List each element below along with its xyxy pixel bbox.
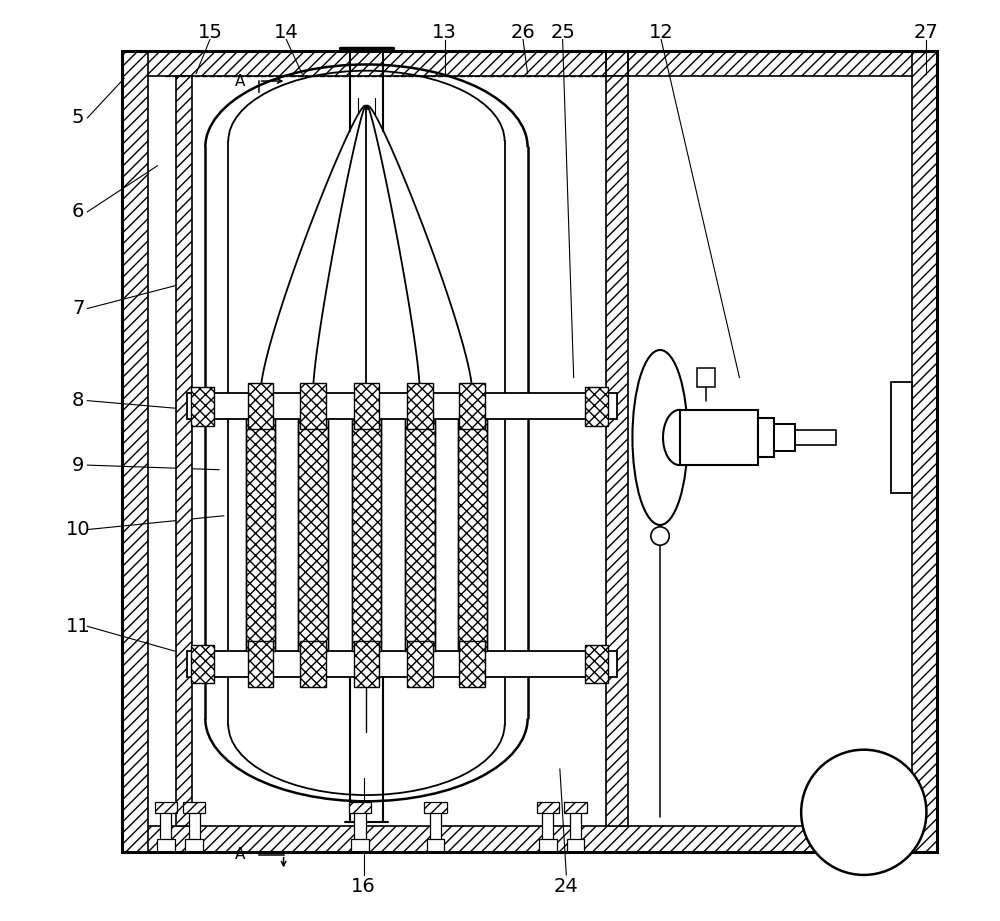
Bar [248, 383, 273, 429]
Bar [183, 802, 205, 813]
Bar [697, 368, 715, 387]
Bar [189, 806, 200, 852]
Bar [821, 806, 832, 852]
Bar [122, 51, 937, 852]
Bar [155, 802, 177, 813]
Text: 12: 12 [649, 23, 674, 41]
Bar [459, 641, 485, 687]
Bar [758, 418, 774, 457]
Text: 9: 9 [72, 456, 84, 474]
Bar [122, 51, 148, 852]
Bar [191, 645, 214, 683]
Circle shape [801, 750, 926, 875]
Bar [349, 802, 371, 813]
Text: 16: 16 [351, 877, 376, 895]
Bar [187, 651, 617, 677]
Bar [176, 76, 192, 826]
Text: 15: 15 [197, 23, 222, 41]
Text: 25: 25 [550, 23, 575, 41]
Bar [738, 430, 836, 445]
Bar [248, 641, 273, 687]
Bar [816, 802, 838, 813]
Bar [354, 383, 379, 429]
Text: 8: 8 [72, 391, 84, 410]
Text: 7: 7 [72, 299, 84, 318]
Bar [858, 806, 869, 852]
Text: 13: 13 [432, 23, 457, 41]
Bar [407, 641, 433, 687]
Bar [354, 806, 366, 852]
Bar [300, 641, 326, 687]
Circle shape [651, 527, 669, 545]
Bar [855, 839, 873, 852]
Text: 27: 27 [913, 23, 938, 41]
Ellipse shape [632, 350, 688, 525]
Text: A: A [235, 847, 245, 862]
Text: 10: 10 [66, 520, 90, 539]
Text: 11: 11 [66, 617, 91, 635]
Bar [542, 806, 553, 852]
Text: 6: 6 [72, 203, 84, 221]
Bar [191, 387, 214, 426]
Bar [122, 51, 937, 76]
Bar [680, 410, 758, 465]
Bar [122, 826, 937, 852]
Bar [585, 387, 608, 426]
Bar [157, 839, 175, 852]
Text: A: A [235, 74, 245, 88]
Bar [300, 383, 326, 429]
Bar [187, 393, 617, 419]
Bar [912, 51, 937, 852]
Text: 14: 14 [274, 23, 299, 41]
Bar [298, 419, 328, 651]
Text: 26: 26 [511, 23, 535, 41]
Bar [585, 645, 608, 683]
Bar [537, 802, 559, 813]
Bar [407, 383, 433, 429]
Text: B: B [898, 843, 912, 861]
Bar [774, 424, 795, 451]
Bar [430, 806, 441, 852]
Bar [458, 419, 487, 651]
Bar [539, 839, 557, 852]
Bar [459, 383, 485, 429]
Bar [405, 419, 435, 651]
Bar [160, 806, 171, 852]
Bar [354, 641, 379, 687]
Bar [352, 419, 381, 651]
Bar [818, 839, 836, 852]
Bar [351, 839, 369, 852]
Bar [427, 839, 444, 852]
Bar [567, 839, 584, 852]
Bar [853, 802, 875, 813]
Bar [424, 802, 447, 813]
Bar [122, 51, 937, 852]
Bar [891, 382, 912, 493]
Bar [246, 419, 275, 651]
Text: 5: 5 [72, 109, 84, 127]
Text: 24: 24 [554, 877, 579, 895]
Bar [606, 76, 628, 826]
Bar [564, 802, 587, 813]
Bar [185, 839, 203, 852]
Bar [570, 806, 581, 852]
